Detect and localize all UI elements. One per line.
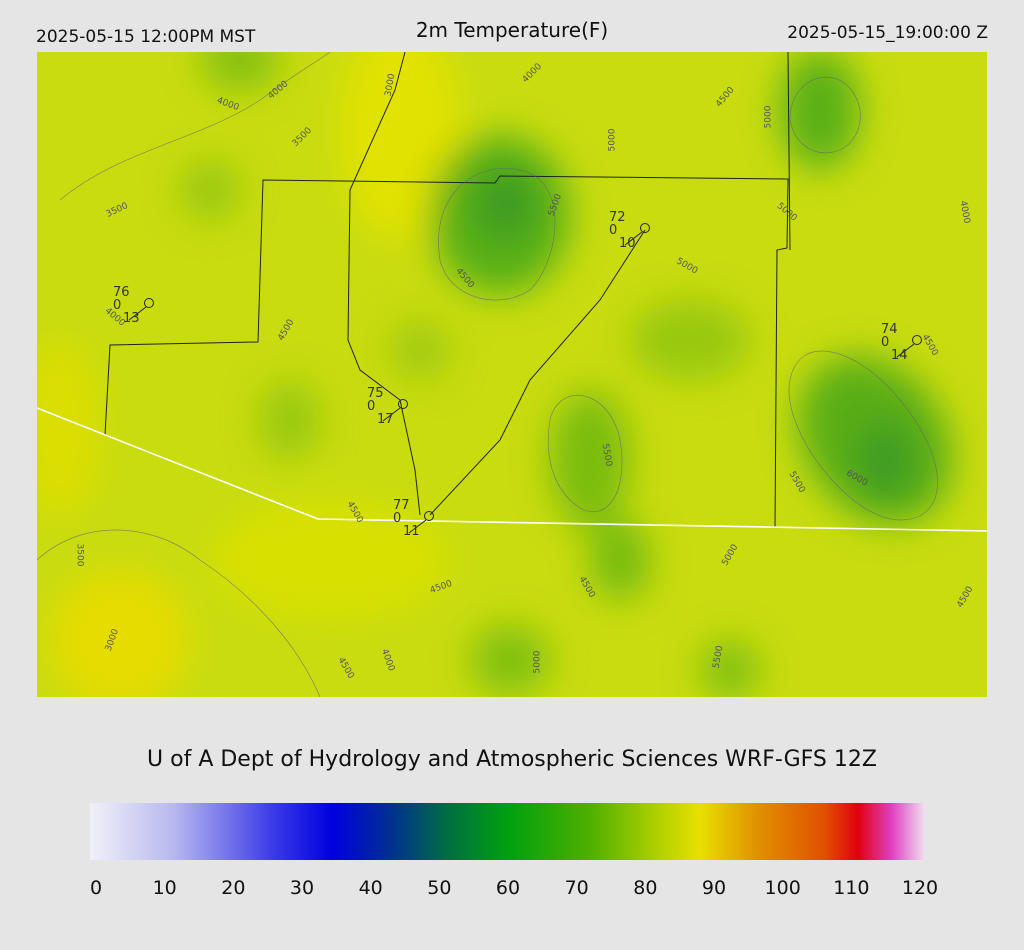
colorbar bbox=[90, 803, 925, 860]
colorbar-tick-label: 60 bbox=[496, 877, 520, 899]
station-temp: 74 bbox=[881, 322, 898, 337]
map-title: 2m Temperature(F) bbox=[416, 18, 608, 42]
contour-label: 5500 bbox=[712, 645, 726, 670]
contour-label: 5000 bbox=[608, 128, 618, 151]
station-temp: 77 bbox=[393, 498, 410, 513]
contours bbox=[37, 52, 938, 697]
station-marker bbox=[144, 298, 154, 308]
station-dew: 14 bbox=[891, 348, 908, 363]
colorbar-tick-label: 10 bbox=[153, 877, 177, 899]
colorbar-tick-label: 50 bbox=[427, 877, 451, 899]
colorbar-tick-label: 40 bbox=[359, 877, 383, 899]
station-temp: 72 bbox=[609, 210, 626, 225]
contour-label: 5000 bbox=[533, 650, 543, 673]
station-precip: 0 bbox=[113, 298, 121, 313]
colorbar-tick-label: 100 bbox=[765, 877, 801, 899]
boundaries bbox=[104, 52, 791, 529]
wind-barb bbox=[382, 407, 401, 422]
station-precip: 0 bbox=[367, 399, 375, 414]
colorbar-tick-label: 0 bbox=[90, 877, 102, 899]
station-temp: 75 bbox=[367, 386, 384, 401]
station-dew: 17 bbox=[377, 412, 394, 427]
wind-barb bbox=[128, 306, 147, 321]
border bbox=[37, 407, 987, 532]
wind-barb bbox=[408, 519, 427, 534]
station-precip: 0 bbox=[393, 511, 401, 526]
contour-label: 5000 bbox=[764, 105, 774, 128]
colorbar-tick-label: 80 bbox=[633, 877, 657, 899]
station-marker bbox=[424, 511, 434, 521]
colorbar-tick-label: 30 bbox=[290, 877, 314, 899]
contour-label: 3500 bbox=[75, 544, 85, 567]
credit: U of A Dept of Hydrology and Atmospheric… bbox=[147, 747, 877, 772]
wind-barb bbox=[896, 343, 915, 358]
local-time: 2025-05-15 12:00PM MST bbox=[36, 27, 256, 47]
station-marker bbox=[640, 223, 650, 233]
station-marker bbox=[398, 399, 408, 409]
colorbar-tick-label: 110 bbox=[833, 877, 869, 899]
colorbar-tick-label: 90 bbox=[702, 877, 726, 899]
colorbar-tick-label: 20 bbox=[221, 877, 245, 899]
colorbar-tick-label: 120 bbox=[902, 877, 938, 899]
station-dew: 13 bbox=[123, 311, 140, 326]
contour-label: 3000 bbox=[384, 73, 398, 98]
station-precip: 0 bbox=[881, 335, 889, 350]
temperature-field bbox=[37, 52, 953, 697]
station-marker bbox=[912, 335, 922, 345]
station-temp: 76 bbox=[113, 285, 130, 300]
valid-time: 2025-05-15_19:00:00 Z bbox=[787, 23, 988, 43]
station-dew: 11 bbox=[403, 524, 420, 539]
station-dew: 10 bbox=[619, 236, 636, 251]
station-precip: 0 bbox=[609, 223, 617, 238]
colorbar-tick-label: 70 bbox=[565, 877, 589, 899]
contour-label: 4000 bbox=[958, 200, 972, 225]
contour-label: 5500 bbox=[600, 443, 614, 468]
wind-barb bbox=[624, 231, 643, 246]
